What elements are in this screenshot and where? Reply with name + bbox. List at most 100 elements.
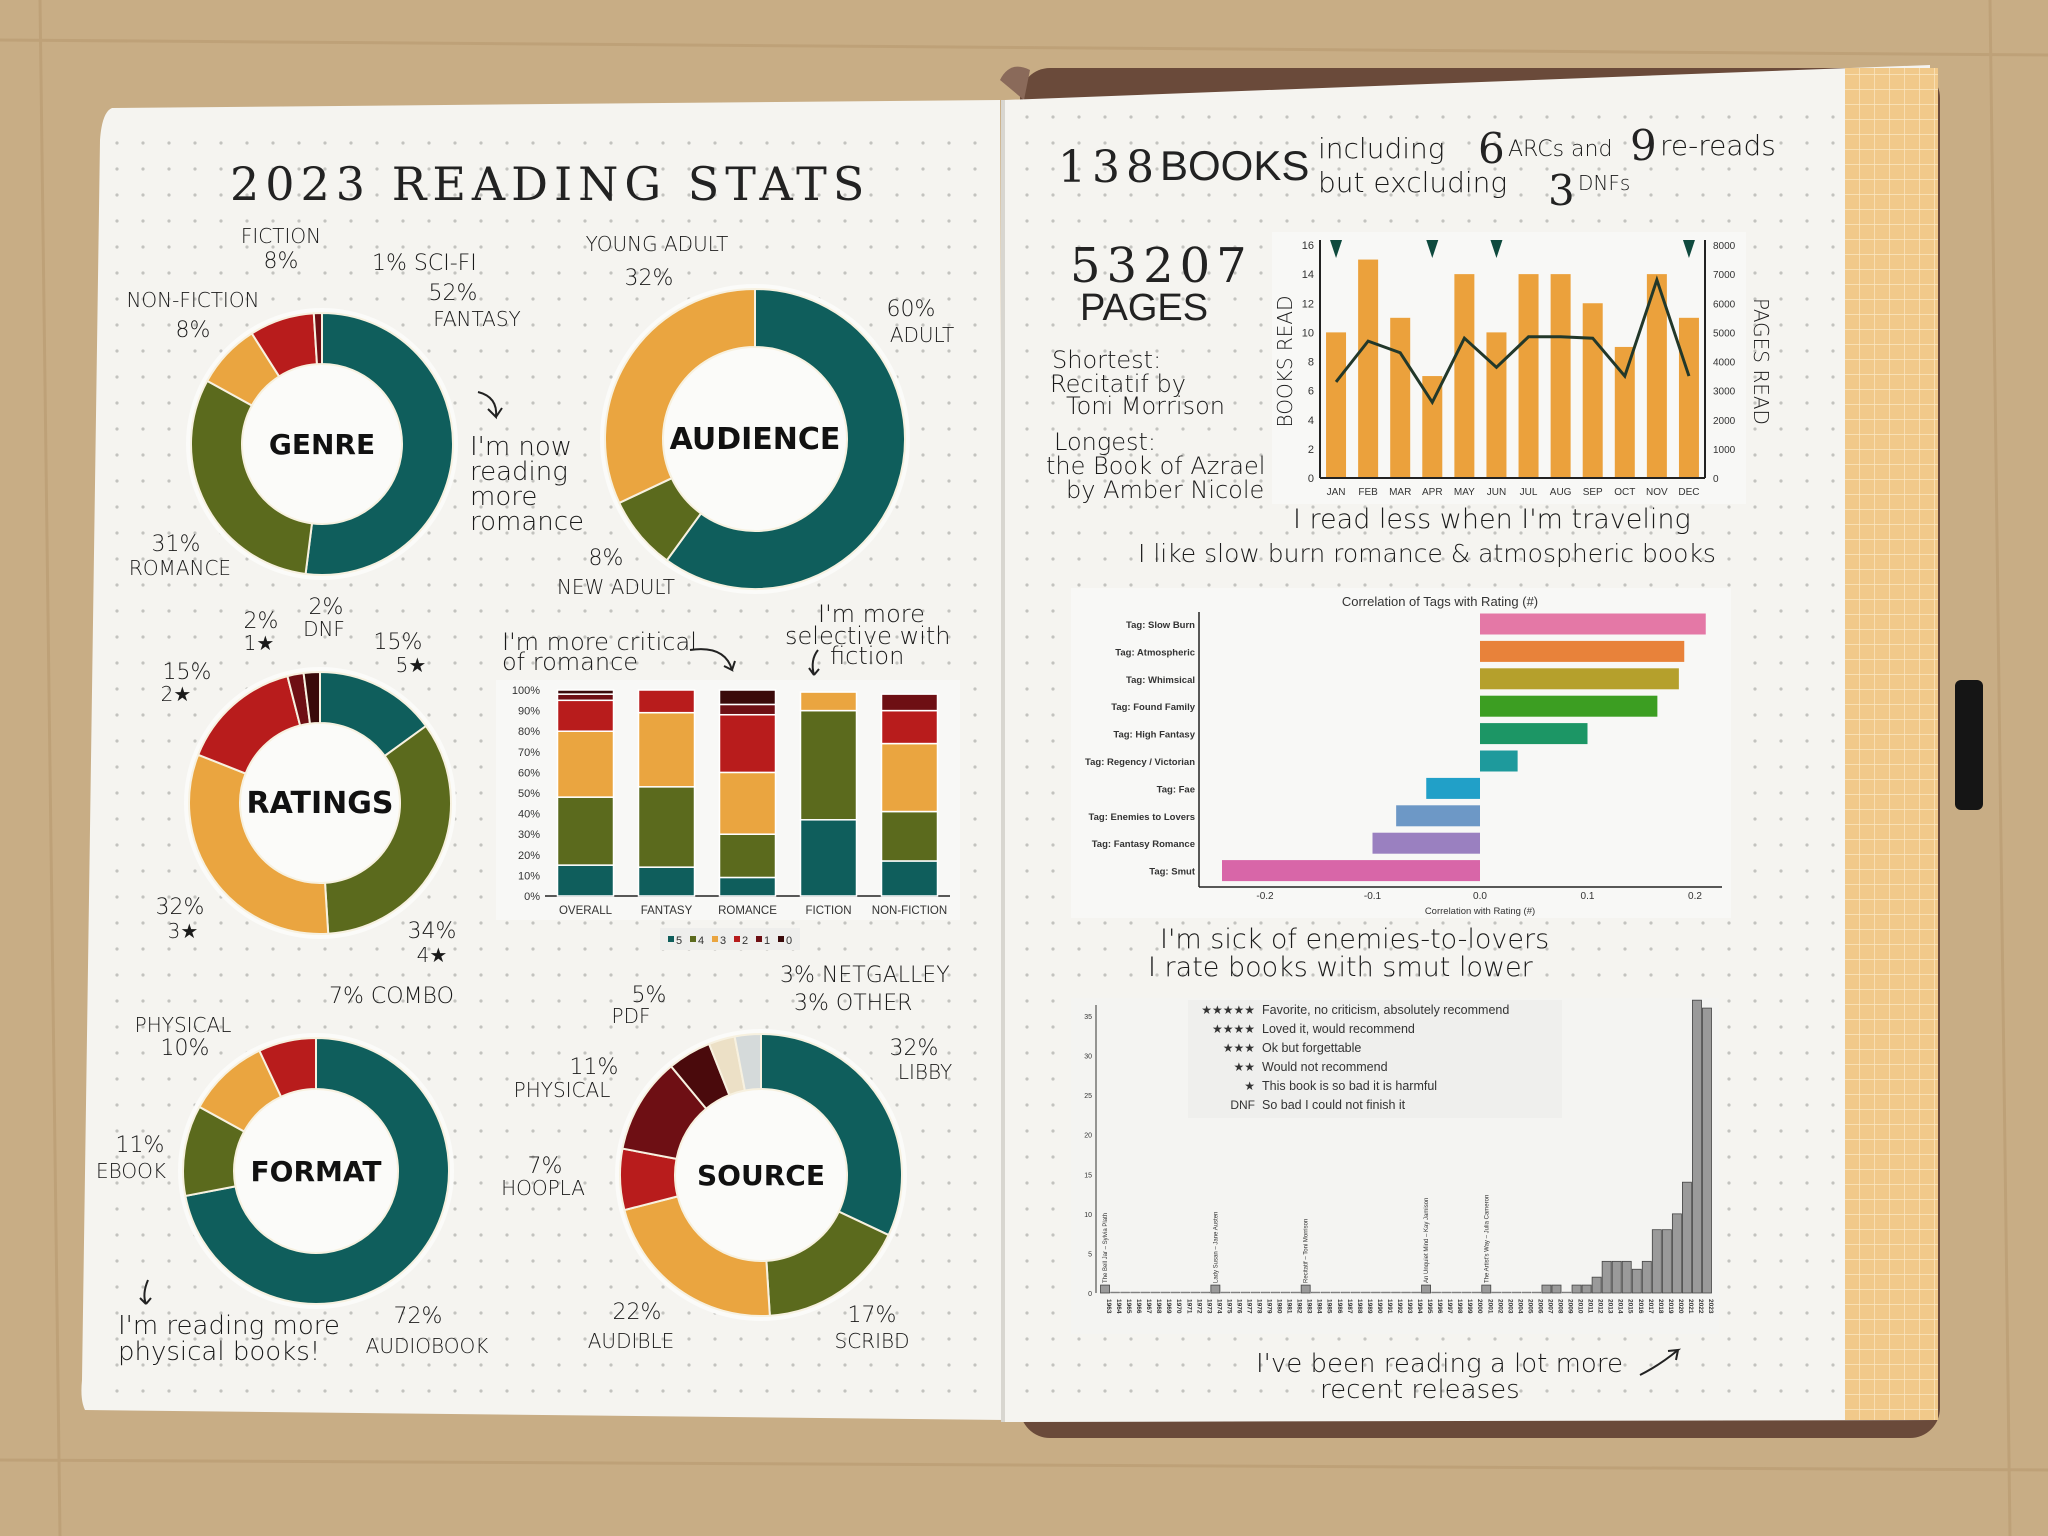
- slice-percent: 32%: [156, 895, 205, 920]
- y-tick-label: 25: [1084, 1093, 1092, 1100]
- x-tick-label: 1980: [1276, 1299, 1283, 1314]
- note-line: fiction: [830, 642, 904, 670]
- x-tick-label: 2009: [1567, 1299, 1574, 1314]
- x-tick-label: 2022: [1697, 1299, 1704, 1314]
- travel-marker-icon: [1330, 240, 1343, 258]
- legend-text: Would not recommend: [1262, 1060, 1388, 1074]
- donut-center-title: GENRE: [269, 428, 375, 461]
- y2-tick-label: 1000: [1713, 445, 1736, 456]
- year-bar: [1591, 1276, 1602, 1294]
- note-line: recent releases: [1320, 1375, 1520, 1405]
- year-bar: [1692, 999, 1702, 1294]
- x-tick-label: 1972: [1195, 1299, 1202, 1314]
- y-axis-label: BOOKS READ: [1273, 295, 1297, 427]
- y-tick-label: 10%: [518, 870, 540, 882]
- year-bar: [1682, 1181, 1692, 1294]
- stacked-bar-segment: [637, 689, 696, 714]
- arrow-icon: [808, 649, 820, 676]
- travel-note: I read less when I'm traveling: [1293, 504, 1691, 535]
- slice-percent: 5%: [632, 983, 667, 1008]
- monthly-books-pages-chart: 0 2 4 6 8 10 12 14 16 0 1000 2000 3000 4000 5000 6000 70…: [1273, 240, 1773, 498]
- year-bar: [1451, 1291, 1461, 1294]
- year-bar: [1501, 1291, 1511, 1294]
- note-line: of romance: [502, 648, 638, 676]
- x-tick-label: AUG: [1550, 487, 1572, 498]
- x-tick-label: 2015: [1627, 1299, 1634, 1314]
- stacked-bar-segment: [718, 713, 777, 774]
- y-tick-label: 80%: [518, 726, 540, 738]
- year-bar: [1250, 1291, 1261, 1294]
- legend-symbol: ★★★★★: [1201, 1003, 1255, 1017]
- y-tick-label: 50%: [518, 788, 540, 800]
- x-tick-label: 1968: [1155, 1299, 1162, 1314]
- year-bar: [1200, 1291, 1211, 1294]
- year-bar: [1611, 1260, 1622, 1294]
- y2-tick-label: 6000: [1713, 299, 1736, 310]
- slice-name: 1★: [244, 631, 275, 655]
- slice-percent: 52%: [429, 281, 478, 306]
- slice-percent: 11%: [570, 1055, 619, 1080]
- slice-name: FICTION: [241, 224, 321, 248]
- recent-releases-note: I've been reading a lot more recent rele…: [1256, 1348, 1682, 1405]
- year-bar: [1551, 1284, 1562, 1294]
- year-bar: [1321, 1291, 1331, 1294]
- y-tick-label: 20: [1084, 1133, 1092, 1140]
- slice-name: SCRIBD: [835, 1329, 910, 1353]
- note-line: reading: [470, 457, 568, 487]
- x-tick-label: 1985: [1326, 1299, 1333, 1314]
- books-bar-aug: [1550, 274, 1571, 478]
- slice-percent: 17%: [848, 1303, 897, 1328]
- slice-percent: 34%: [408, 919, 457, 944]
- year-bar: [1401, 1291, 1411, 1294]
- legend-symbol: ★: [1244, 1079, 1255, 1093]
- slice-percent: 15%: [163, 660, 212, 685]
- x-tick-label: JAN: [1327, 487, 1346, 498]
- critical-romance-note: I'm more critical of romance: [502, 628, 736, 676]
- year-bar: [1571, 1284, 1582, 1294]
- y-tick-label: Tag: Slow Burn: [1126, 620, 1195, 631]
- x-tick-label: 1992: [1396, 1299, 1403, 1314]
- stacked-bar-segment: [880, 742, 939, 813]
- year-bar: [1481, 1284, 1492, 1294]
- x-tick-label: 1966: [1135, 1299, 1142, 1314]
- y-tick-label: 0%: [524, 891, 540, 903]
- slice-name: AUDIOBOOK: [366, 1334, 489, 1358]
- books-count: 138: [1058, 142, 1160, 193]
- year-bar: [1361, 1291, 1371, 1294]
- year-bar: [1180, 1291, 1190, 1294]
- books-bar-mar: [1390, 317, 1411, 478]
- x-tick-label: 2011: [1587, 1299, 1594, 1313]
- year-bar: [1110, 1291, 1120, 1294]
- legend-label: 2: [742, 935, 748, 947]
- book-annotation: The Bell Jar – Sylvia Plath: [1103, 1213, 1109, 1283]
- x-tick-label: 2003: [1506, 1299, 1513, 1314]
- x-tick-label: 1983: [1306, 1299, 1313, 1314]
- legend-swatch: [712, 936, 718, 942]
- x-tick-label: 1988: [1356, 1299, 1363, 1314]
- y-tick-label: 30%: [518, 829, 540, 841]
- y-tick-label: 14: [1302, 269, 1314, 281]
- ratings-by-genre-stacked-bar-chart: 0% 10% 20% 30% 40% 50% 60% 70% 80% 90% 100% OVERALL…: [512, 685, 950, 950]
- correlation-bar: [1480, 695, 1658, 717]
- x-tick-label: 2001: [1486, 1299, 1493, 1314]
- stacked-bar-segment: [880, 709, 939, 745]
- stacked-bar-segment: [799, 819, 858, 897]
- year-bar: [1511, 1291, 1522, 1294]
- y-tick-label: 0: [1088, 1291, 1092, 1298]
- books-bar-apr: [1422, 376, 1443, 478]
- y2-tick-label: 0: [1713, 474, 1719, 485]
- x-tick-label: 1987: [1346, 1299, 1353, 1314]
- slice-percent: 11%: [116, 1133, 165, 1158]
- year-bar: [1541, 1284, 1552, 1294]
- correlation-bar: [1396, 805, 1480, 827]
- x-tick-label: 1993: [1406, 1299, 1413, 1314]
- slice-name: PDF: [612, 1004, 651, 1028]
- y-tick-label: 100%: [512, 685, 540, 697]
- stacked-bar-segment: [880, 860, 939, 897]
- stacked-bar-segment: [718, 689, 777, 706]
- year-bar: [1521, 1291, 1532, 1294]
- x-tick-label: NOV: [1646, 487, 1668, 498]
- x-tick-label: FICTION: [806, 905, 852, 917]
